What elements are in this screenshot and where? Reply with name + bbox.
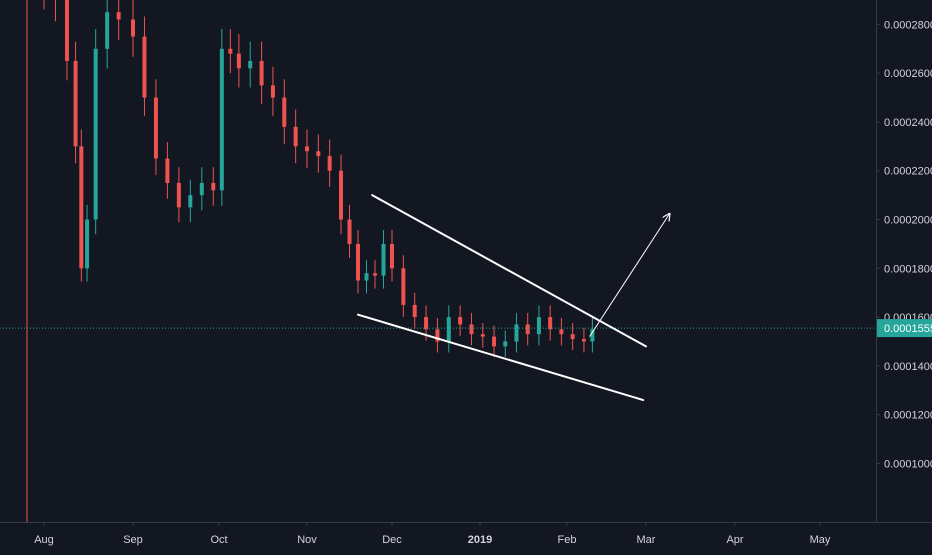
time-tick-label: Mar [637, 534, 656, 546]
price-tick-label: 0.0002000 [884, 215, 932, 227]
candle-body [581, 339, 586, 342]
price-tick-label: 0.0001400 [884, 361, 932, 373]
candle-body [559, 329, 564, 335]
candle-body [73, 60, 78, 147]
candle-body [548, 317, 553, 330]
time-tick-label: Oct [210, 534, 227, 546]
candle-body [446, 317, 451, 342]
time-tick-label: Feb [558, 534, 577, 546]
candle-body [590, 329, 595, 342]
price-tick-label: 0.0002200 [884, 166, 932, 178]
price-tick-label: 0.0001200 [884, 410, 932, 422]
time-tick-label: Aug [34, 534, 54, 546]
current-price-tag: 0.0001555 [877, 319, 932, 338]
candle-body [514, 324, 519, 342]
candle-body [293, 126, 298, 147]
candle-body [199, 182, 204, 196]
time-tick-label: Dec [382, 534, 402, 546]
time-axis-panel [0, 522, 932, 550]
price-axis-panel [876, 0, 932, 550]
time-tick-label: Nov [297, 534, 317, 546]
candle-body [85, 219, 90, 269]
candle-body [116, 12, 121, 20]
candle-body [469, 324, 474, 335]
candle-body [153, 97, 158, 159]
candle-body [270, 85, 275, 98]
candle-body [93, 48, 98, 220]
time-tick-label: Apr [726, 534, 743, 546]
candle-body [236, 53, 241, 69]
candle-body [390, 243, 394, 269]
candle-body [316, 151, 321, 157]
candle-body [219, 48, 224, 191]
candle-body [536, 317, 541, 335]
candle-body [228, 48, 233, 54]
candle-body [347, 219, 352, 244]
price-tag-label: 0.0001555 [884, 323, 932, 335]
price-tick-label: 0.0001000 [884, 458, 932, 470]
breakout-arrow[interactable] [589, 215, 669, 337]
price-axis[interactable]: 0.0002800 0.0002600 0.0002400 0.0002200 0.00… [876, 0, 932, 550]
candle-body [570, 334, 575, 340]
candle-body [424, 317, 429, 330]
time-tick-label: Sep [123, 534, 143, 546]
price-tick-label: 0.0002600 [884, 68, 932, 80]
lower-trendline[interactable] [357, 313, 645, 402]
candle-body [142, 36, 147, 98]
candle-body [381, 243, 386, 276]
candle-body [435, 329, 440, 342]
candle-body [64, 0, 69, 61]
candles-layer [0, 0, 876, 358]
candle-body [305, 146, 309, 152]
candle-body [480, 334, 485, 337]
price-tag-box [877, 319, 932, 338]
time-tick-label: 2019 [468, 534, 492, 546]
price-tick-label: 0.0002800 [884, 19, 932, 31]
candle-body [188, 195, 193, 208]
candle-body [503, 341, 508, 347]
candle-body [458, 317, 463, 325]
candle-body [105, 12, 110, 49]
time-tick-label: May [810, 534, 831, 546]
candle-body [401, 268, 406, 305]
candle-body [373, 273, 377, 276]
candle-body [79, 146, 84, 269]
candle-body [131, 19, 135, 37]
candle-body [339, 170, 343, 220]
drawings-layer[interactable] [357, 194, 669, 402]
upper-trendline[interactable] [371, 194, 647, 348]
candle-body [165, 158, 170, 183]
candle-body [211, 182, 216, 191]
candle-body [412, 304, 417, 318]
candle-body [259, 60, 264, 86]
candle-body [525, 324, 530, 335]
price-tick-label: 0.0001800 [884, 263, 932, 275]
candle-body [176, 182, 181, 208]
candle-body [248, 60, 253, 69]
candle-body [364, 273, 369, 281]
candle-body [282, 97, 287, 127]
candle-body [327, 156, 332, 171]
price-tick-label: 0.0002400 [884, 117, 932, 129]
candle-body [492, 336, 497, 347]
candle-body [356, 243, 360, 281]
time-axis[interactable]: Aug Sep Oct Nov Dec 2019 Feb Mar Apr May [0, 522, 932, 550]
